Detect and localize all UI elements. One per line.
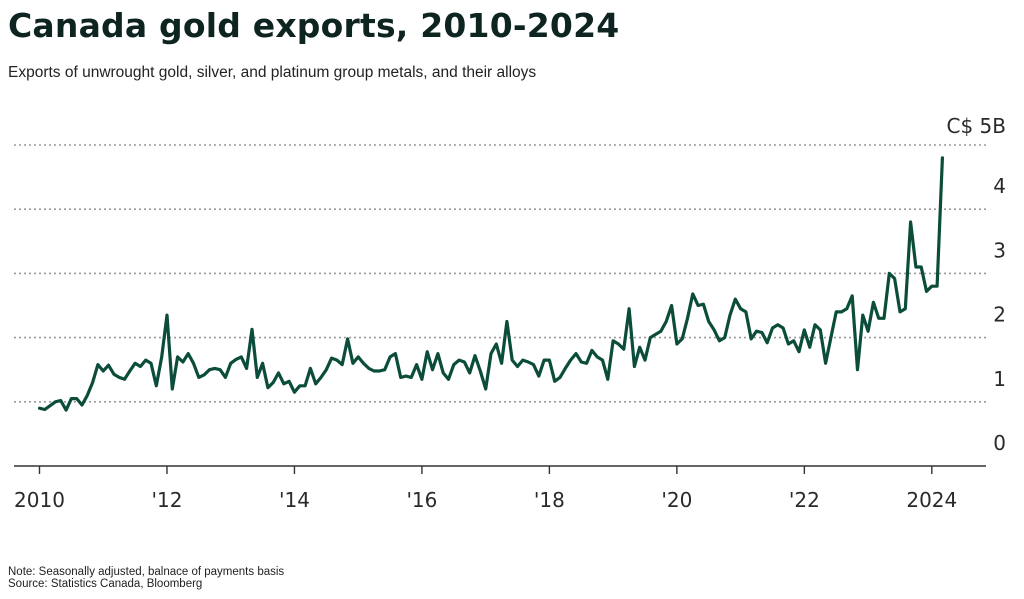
x-tick-label: '12: [151, 488, 182, 512]
y-tick-label: 0: [993, 431, 1006, 455]
y-tick-label: 4: [993, 174, 1006, 198]
x-tick-label: 2024: [906, 488, 957, 512]
x-tick-label: 2010: [14, 488, 65, 512]
line-chart: 0 1 2 3 4 C$ 5B 2010 '12 '14 '16 '18 '20 '22 2024: [14, 114, 1007, 512]
chart-subtitle: Exports of unwrought gold, silver, and p…: [8, 64, 537, 81]
x-tick-label: '14: [279, 488, 310, 512]
chart-footer: Note: Seasonally adjusted, balnace of pa…: [8, 566, 284, 590]
y-tick-label: 3: [993, 238, 1006, 262]
y-tick-label: C$ 5B: [947, 114, 1007, 138]
source-note: Source: Statistics Canada, Bloomberg: [8, 578, 203, 590]
y-tick-label: 1: [993, 367, 1006, 391]
x-tick-label: '22: [789, 488, 820, 512]
x-tick-label: '18: [534, 488, 565, 512]
series-line-gold-exports: [37, 156, 945, 412]
x-tick-label: '16: [406, 488, 437, 512]
chart-title: Canada gold exports, 2010-2024: [8, 6, 620, 45]
footnote: Note: Seasonally adjusted, balnace of pa…: [8, 566, 285, 578]
y-tick-label: 2: [993, 303, 1006, 327]
x-tick-label: '20: [661, 488, 692, 512]
y-axis-tick-labels: 0 1 2 3 4 C$ 5B: [947, 114, 1007, 455]
series-group: [37, 156, 945, 412]
x-axis-ticks: 2010 '12 '14 '16 '18 '20 '22 2024: [14, 466, 957, 512]
gridlines: [14, 144, 986, 403]
